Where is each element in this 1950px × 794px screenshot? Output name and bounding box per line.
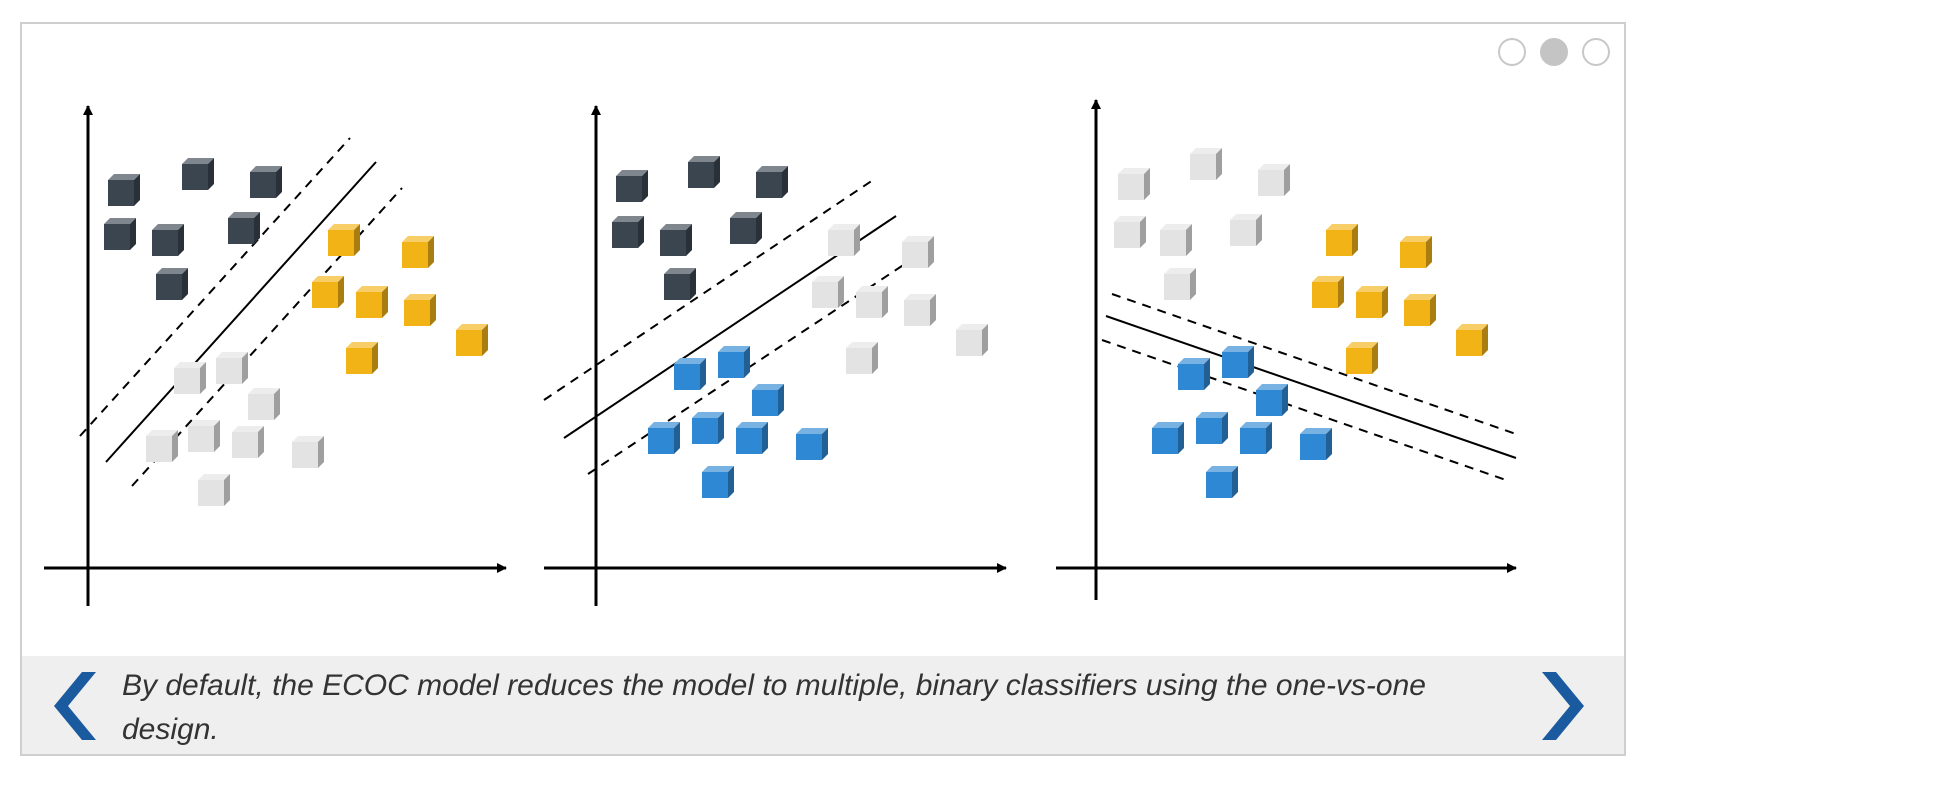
dark-cube-4: [612, 216, 644, 248]
gray-cube-7: [846, 342, 878, 374]
panel-2-margin-upper: [543, 177, 877, 401]
gray-cube-2: [1190, 148, 1222, 180]
yellow-cube-5: [1404, 294, 1436, 326]
gray-cube-7: [1164, 268, 1196, 300]
gray-cube-2: [216, 352, 248, 384]
yellow-cube-1: [328, 224, 360, 256]
dark-cube-7: [664, 268, 696, 300]
panel-1-margin-upper: [79, 137, 351, 437]
dark-cube-2: [182, 158, 214, 190]
gray-cube-1: [1118, 168, 1150, 200]
yellow-cube-7: [1346, 342, 1378, 374]
gray-cube-6: [232, 426, 264, 458]
dark-cube-1: [616, 170, 648, 202]
yellow-cube-6: [1456, 324, 1488, 356]
blue-cube-6: [1240, 422, 1272, 454]
panel-3-margin-upper: [1111, 293, 1517, 435]
blue-cube-3: [1256, 384, 1288, 416]
blue-cube-8: [1206, 466, 1238, 498]
dark-cube-4: [104, 218, 136, 250]
slideshow-frame: By default, the ECOC model reduces the m…: [20, 22, 1626, 756]
pagination-dot-2[interactable]: [1540, 38, 1568, 66]
dark-cube-1: [108, 174, 140, 206]
gray-cube-7: [292, 436, 324, 468]
panel-1: [44, 105, 507, 606]
panel-3: [1056, 99, 1517, 600]
gray-cube-3: [1258, 164, 1290, 196]
dark-cube-7: [156, 268, 188, 300]
yellow-cube-2: [402, 236, 434, 268]
dark-cube-6: [228, 212, 260, 244]
panel-3-margin-lower: [1101, 339, 1507, 481]
blue-cube-7: [1300, 428, 1332, 460]
blue-cube-2: [1222, 346, 1254, 378]
yellow-cube-4: [1356, 286, 1388, 318]
blue-cube-3: [752, 384, 784, 416]
caption-bar: By default, the ECOC model reduces the m…: [22, 656, 1624, 754]
dark-cube-3: [756, 166, 788, 198]
gray-cube-5: [1160, 224, 1192, 256]
blue-cube-6: [736, 422, 768, 454]
pagination-dot-3[interactable]: [1582, 38, 1610, 66]
gray-cube-6: [1230, 214, 1262, 246]
blue-cube-5: [692, 412, 724, 444]
blue-cube-4: [1152, 422, 1184, 454]
yellow-cube-1: [1326, 224, 1358, 256]
gray-cube-4: [146, 430, 178, 462]
yellow-cube-3: [1312, 276, 1344, 308]
panel-2-margin-lower: [587, 253, 921, 475]
pagination-dot-1[interactable]: [1498, 38, 1526, 66]
gray-cube-5: [904, 294, 936, 326]
dark-cube-3: [250, 166, 282, 198]
blue-cube-4: [648, 422, 680, 454]
yellow-cube-5: [404, 294, 436, 326]
blue-cube-2: [718, 346, 750, 378]
dark-cube-5: [152, 224, 184, 256]
dark-cube-5: [660, 224, 692, 256]
gray-cube-1: [174, 362, 206, 394]
gray-cube-6: [956, 324, 988, 356]
gray-cube-8: [198, 474, 230, 506]
blue-cube-8: [702, 466, 734, 498]
blue-cube-1: [674, 358, 706, 390]
blue-cube-1: [1178, 358, 1210, 390]
yellow-cube-2: [1400, 236, 1432, 268]
blue-cube-5: [1196, 412, 1228, 444]
yellow-cube-7: [346, 342, 378, 374]
gray-cube-3: [812, 276, 844, 308]
slide-caption: By default, the ECOC model reduces the m…: [122, 669, 1426, 746]
chevron-right-icon[interactable]: [1536, 668, 1600, 744]
dark-cube-6: [730, 212, 762, 244]
yellow-cube-4: [356, 286, 388, 318]
panel-1-boundary: [105, 161, 377, 463]
gray-cube-5: [188, 420, 220, 452]
yellow-cube-3: [312, 276, 344, 308]
pagination-dots: [1498, 38, 1610, 66]
gray-cube-3: [248, 388, 280, 420]
panel-2: [543, 105, 1007, 606]
gray-cube-4: [1114, 216, 1146, 248]
dark-cube-2: [688, 156, 720, 188]
panel-3-boundary: [1105, 315, 1517, 459]
gray-cube-4: [856, 286, 888, 318]
gray-cube-1: [828, 224, 860, 256]
classifier-diagram: [44, 99, 1517, 606]
blue-cube-7: [796, 428, 828, 460]
chevron-left-icon[interactable]: [38, 668, 102, 744]
yellow-cube-6: [456, 324, 488, 356]
gray-cube-2: [902, 236, 934, 268]
